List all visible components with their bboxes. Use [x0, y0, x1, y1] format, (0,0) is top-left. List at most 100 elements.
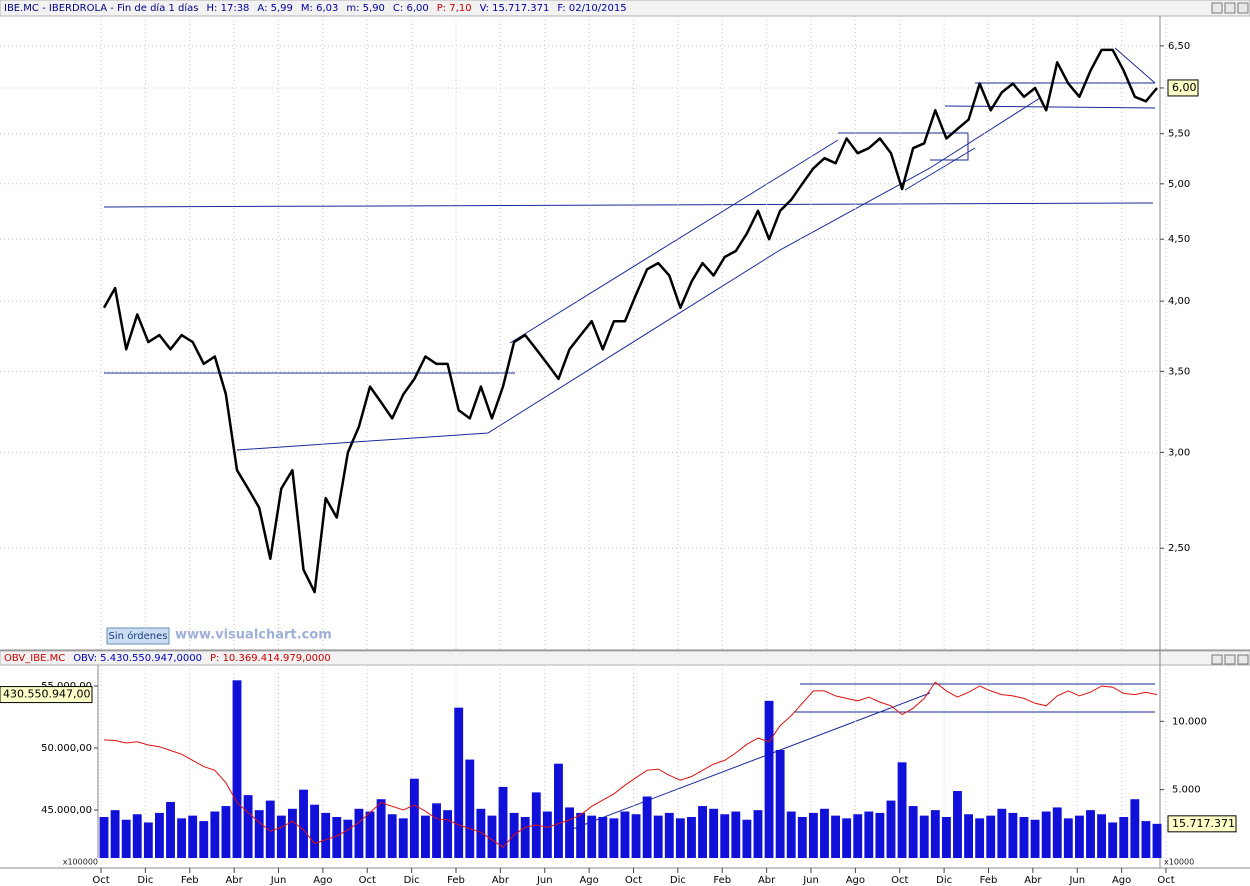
- volume-bar: [276, 815, 286, 858]
- volume-bar: [986, 815, 996, 858]
- volume-bar: [930, 810, 940, 858]
- volume-bar: [199, 821, 209, 858]
- volume-bar: [897, 762, 907, 858]
- volume-bar: [177, 818, 187, 858]
- header-field: OBV: 5.430.550.947,0000: [73, 653, 202, 664]
- volume-bar: [864, 811, 874, 858]
- trend-line: [944, 47, 1156, 109]
- close-button[interactable]: [1237, 654, 1249, 665]
- y2-tick-label: 45.000,00: [41, 805, 92, 816]
- volume-bar: [221, 806, 231, 858]
- volume-bar: [642, 796, 652, 858]
- y-tick-label: 6,50: [1168, 41, 1190, 52]
- trend-line: [509, 139, 839, 344]
- volume-bar: [254, 810, 264, 858]
- multiplier-label: x100000: [63, 858, 98, 867]
- price-line: [102, 48, 1158, 594]
- volume-bar: [797, 816, 807, 858]
- volume-bar: [554, 763, 563, 858]
- volume-bar: [620, 811, 630, 858]
- volume-bar: [476, 808, 486, 858]
- volume-bar: [709, 808, 719, 858]
- volume-bar: [908, 806, 918, 858]
- volume-bar: [143, 822, 153, 858]
- minimize-button[interactable]: [1211, 654, 1223, 665]
- watermark: www.visualchart.com: [175, 628, 332, 643]
- current-value-label: 15.717.371: [1172, 817, 1235, 830]
- volume-bar: [321, 812, 331, 858]
- volume-bar: [432, 803, 441, 858]
- header-field: V: 15.717.371: [480, 3, 550, 14]
- volume-bar: [110, 810, 120, 858]
- x-tick-label: Abr: [492, 875, 510, 886]
- volume-bar: [154, 812, 164, 858]
- current-value-box: [0, 686, 93, 704]
- volume-bar: [565, 807, 574, 858]
- orders-button[interactable]: [106, 627, 170, 645]
- y-tick-label: 4,50: [1168, 234, 1190, 245]
- header-field: P: 7,10: [437, 3, 472, 14]
- volume-bar: [1130, 799, 1140, 858]
- header-title: IBE.MC - IBERDROLA - Fin de día 1 días: [4, 2, 199, 14]
- volume-bar: [1063, 818, 1073, 858]
- x-tick-label: Dic: [670, 875, 686, 886]
- volume-bar: [454, 707, 464, 858]
- volume-bar: [1086, 810, 1095, 858]
- volume-bar: [842, 818, 852, 858]
- volume-bar: [953, 791, 962, 858]
- volume-bar: [1030, 819, 1040, 858]
- x-tick-label: Oct: [92, 875, 109, 886]
- volume-bar: [1074, 815, 1084, 858]
- orders-button-label[interactable]: Sin órdenes: [109, 630, 168, 642]
- volume-bar: [265, 800, 275, 858]
- volume-bar: [299, 789, 308, 858]
- y-tick-label: 3,50: [1168, 366, 1190, 377]
- volume-bar: [687, 816, 696, 858]
- trend-line: [904, 147, 976, 191]
- volume-bar: [919, 815, 929, 858]
- x-tick-label: Ago: [1112, 875, 1131, 886]
- volume-bar: [853, 814, 863, 858]
- header-field: A: 5,99: [257, 3, 292, 14]
- volume-bar: [421, 815, 430, 858]
- header-title: OBV_IBE.MC: [4, 653, 65, 664]
- volume-bar: [664, 812, 674, 858]
- volume-bar: [1019, 816, 1029, 858]
- volume-bar: [243, 795, 253, 858]
- volume-bar: [875, 812, 885, 858]
- x-tick-label: Oct: [359, 875, 376, 886]
- volume-bar: [310, 804, 320, 858]
- volume-bar: [287, 808, 297, 858]
- y-tick-label: 5.000: [1172, 785, 1201, 796]
- close-button[interactable]: [1237, 2, 1249, 14]
- volume-bar: [520, 816, 530, 858]
- header-field: M: 6,03: [301, 3, 338, 14]
- current-value-box: [1167, 79, 1199, 97]
- volume-bar: [653, 815, 663, 858]
- minimize-button[interactable]: [1211, 2, 1223, 14]
- volume-bar: [731, 811, 741, 858]
- window-buttons[interactable]: [1211, 2, 1249, 665]
- maximize-button[interactable]: [1224, 2, 1236, 14]
- maximize-button[interactable]: [1224, 654, 1236, 665]
- x-tick-label: Oct: [1157, 875, 1174, 886]
- multiplier-label: x10000: [1164, 858, 1194, 867]
- volume-bar: [487, 815, 497, 858]
- y-tick-label: 3,00: [1168, 447, 1190, 458]
- volume-bar: [886, 800, 896, 858]
- current-value-label: 6,00: [1172, 81, 1197, 94]
- header-field: m: 5,90: [346, 3, 385, 14]
- volume-bar: [786, 811, 796, 858]
- volume-bar: [775, 750, 785, 858]
- volume-bar: [387, 814, 397, 858]
- volume-bar: [409, 778, 419, 858]
- volume-bar: [1052, 807, 1062, 858]
- x-tick-label: Feb: [181, 875, 199, 886]
- volume-bar: [742, 819, 752, 858]
- x-tick-label: Abr: [758, 875, 776, 886]
- trend-line: [236, 97, 1041, 451]
- volume-bar: [498, 786, 508, 858]
- volume-bar: [753, 810, 763, 858]
- x-tick-label: Jun: [536, 875, 553, 886]
- trend-lines: [103, 47, 1156, 831]
